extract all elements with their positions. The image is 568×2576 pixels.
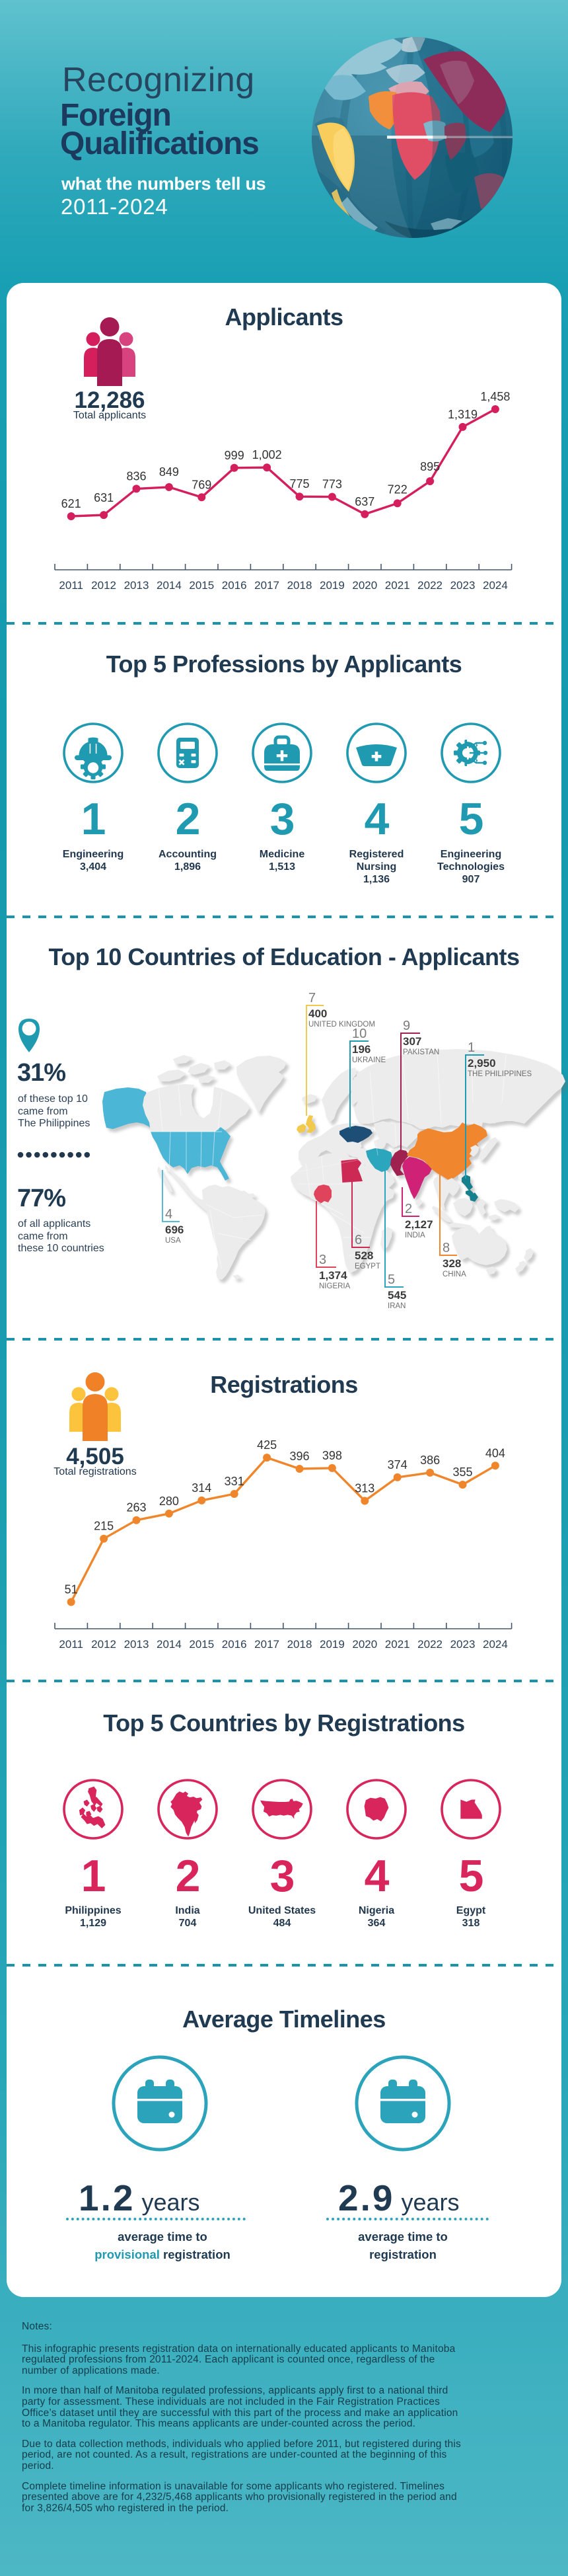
svg-text:2,950: 2,950 — [468, 1057, 496, 1070]
svg-text:1,319: 1,319 — [448, 408, 478, 421]
svg-text:2014: 2014 — [157, 1638, 182, 1651]
svg-text:425: 425 — [257, 1438, 277, 1452]
svg-text:2020: 2020 — [352, 579, 377, 592]
svg-text:2016: 2016 — [222, 579, 247, 592]
svg-text:2023: 2023 — [450, 579, 476, 592]
svg-text:400: 400 — [308, 1007, 327, 1020]
svg-text:775: 775 — [289, 477, 309, 490]
svg-text:THE PHILIPPINES: THE PHILIPPINES — [468, 1070, 532, 1078]
svg-text:773: 773 — [322, 478, 342, 491]
svg-text:528: 528 — [355, 1249, 373, 1262]
svg-text:386: 386 — [420, 1454, 440, 1467]
svg-text:2017: 2017 — [254, 579, 279, 592]
svg-text:398: 398 — [322, 1449, 342, 1462]
svg-text:328: 328 — [443, 1257, 461, 1270]
svg-text:2024: 2024 — [483, 1638, 508, 1651]
svg-text:2013: 2013 — [124, 1638, 149, 1651]
svg-text:404: 404 — [485, 1446, 505, 1460]
svg-text:722: 722 — [388, 483, 408, 496]
svg-text:1,002: 1,002 — [252, 448, 282, 461]
svg-text:313: 313 — [355, 1482, 374, 1495]
svg-text:3: 3 — [319, 1253, 326, 1267]
svg-text:2012: 2012 — [91, 1638, 116, 1651]
svg-text:836: 836 — [126, 469, 146, 483]
svg-text:637: 637 — [355, 495, 374, 508]
svg-text:196: 196 — [352, 1043, 371, 1056]
svg-text:2014: 2014 — [157, 579, 182, 592]
svg-text:999: 999 — [225, 449, 244, 462]
svg-text:EGYPT: EGYPT — [355, 1263, 380, 1270]
svg-text:PAKISTAN: PAKISTAN — [403, 1048, 439, 1056]
svg-text:INDIA: INDIA — [405, 1231, 425, 1239]
svg-text:5: 5 — [388, 1272, 395, 1287]
svg-text:696: 696 — [165, 1224, 184, 1236]
svg-text:10: 10 — [352, 1027, 367, 1041]
svg-text:2: 2 — [405, 1202, 412, 1216]
svg-text:545: 545 — [388, 1289, 406, 1302]
svg-text:374: 374 — [388, 1458, 408, 1471]
svg-text:263: 263 — [126, 1501, 146, 1514]
svg-text:1,374: 1,374 — [319, 1269, 347, 1282]
svg-text:2023: 2023 — [450, 1638, 476, 1651]
svg-text:NIGERIA: NIGERIA — [319, 1282, 351, 1290]
svg-text:621: 621 — [61, 497, 81, 510]
svg-text:2015: 2015 — [189, 1638, 214, 1651]
svg-text:8: 8 — [443, 1241, 450, 1255]
svg-text:849: 849 — [159, 465, 179, 479]
svg-text:355: 355 — [452, 1465, 472, 1479]
svg-text:280: 280 — [159, 1495, 179, 1508]
svg-text:2022: 2022 — [417, 579, 443, 592]
svg-text:631: 631 — [94, 491, 114, 504]
svg-text:215: 215 — [94, 1520, 114, 1533]
svg-text:2021: 2021 — [385, 579, 410, 592]
svg-text:2022: 2022 — [417, 1638, 443, 1651]
svg-text:UNITED KINGDOM: UNITED KINGDOM — [308, 1021, 375, 1029]
svg-text:IRAN: IRAN — [388, 1302, 406, 1310]
svg-text:2018: 2018 — [287, 1638, 312, 1651]
svg-text:2018: 2018 — [287, 579, 312, 592]
svg-text:7: 7 — [308, 991, 316, 1005]
svg-text:895: 895 — [420, 460, 440, 473]
svg-text:2012: 2012 — [91, 579, 116, 592]
svg-text:2024: 2024 — [483, 579, 508, 592]
svg-text:2016: 2016 — [222, 1638, 247, 1651]
svg-text:1,458: 1,458 — [480, 390, 510, 403]
svg-text:2019: 2019 — [320, 1638, 345, 1651]
svg-text:307: 307 — [403, 1035, 421, 1048]
svg-text:USA: USA — [165, 1237, 181, 1245]
svg-text:1: 1 — [468, 1040, 475, 1055]
svg-text:UKRAINE: UKRAINE — [352, 1056, 386, 1064]
svg-text:331: 331 — [225, 1475, 244, 1488]
svg-text:2019: 2019 — [320, 579, 345, 592]
svg-text:4: 4 — [165, 1207, 172, 1222]
svg-text:51: 51 — [65, 1583, 78, 1596]
svg-text:2020: 2020 — [352, 1638, 377, 1651]
svg-text:2017: 2017 — [254, 1638, 279, 1651]
svg-text:9: 9 — [403, 1019, 410, 1033]
svg-text:2011: 2011 — [59, 1638, 83, 1651]
svg-text:6: 6 — [355, 1233, 362, 1247]
svg-text:2021: 2021 — [385, 1638, 410, 1651]
svg-text:314: 314 — [192, 1481, 211, 1495]
svg-text:2011: 2011 — [59, 579, 83, 592]
svg-text:2013: 2013 — [124, 579, 149, 592]
svg-text:2,127: 2,127 — [405, 1218, 433, 1231]
svg-text:396: 396 — [289, 1450, 309, 1463]
svg-text:769: 769 — [192, 478, 211, 491]
svg-text:CHINA: CHINA — [443, 1270, 466, 1278]
svg-text:2015: 2015 — [189, 579, 214, 592]
